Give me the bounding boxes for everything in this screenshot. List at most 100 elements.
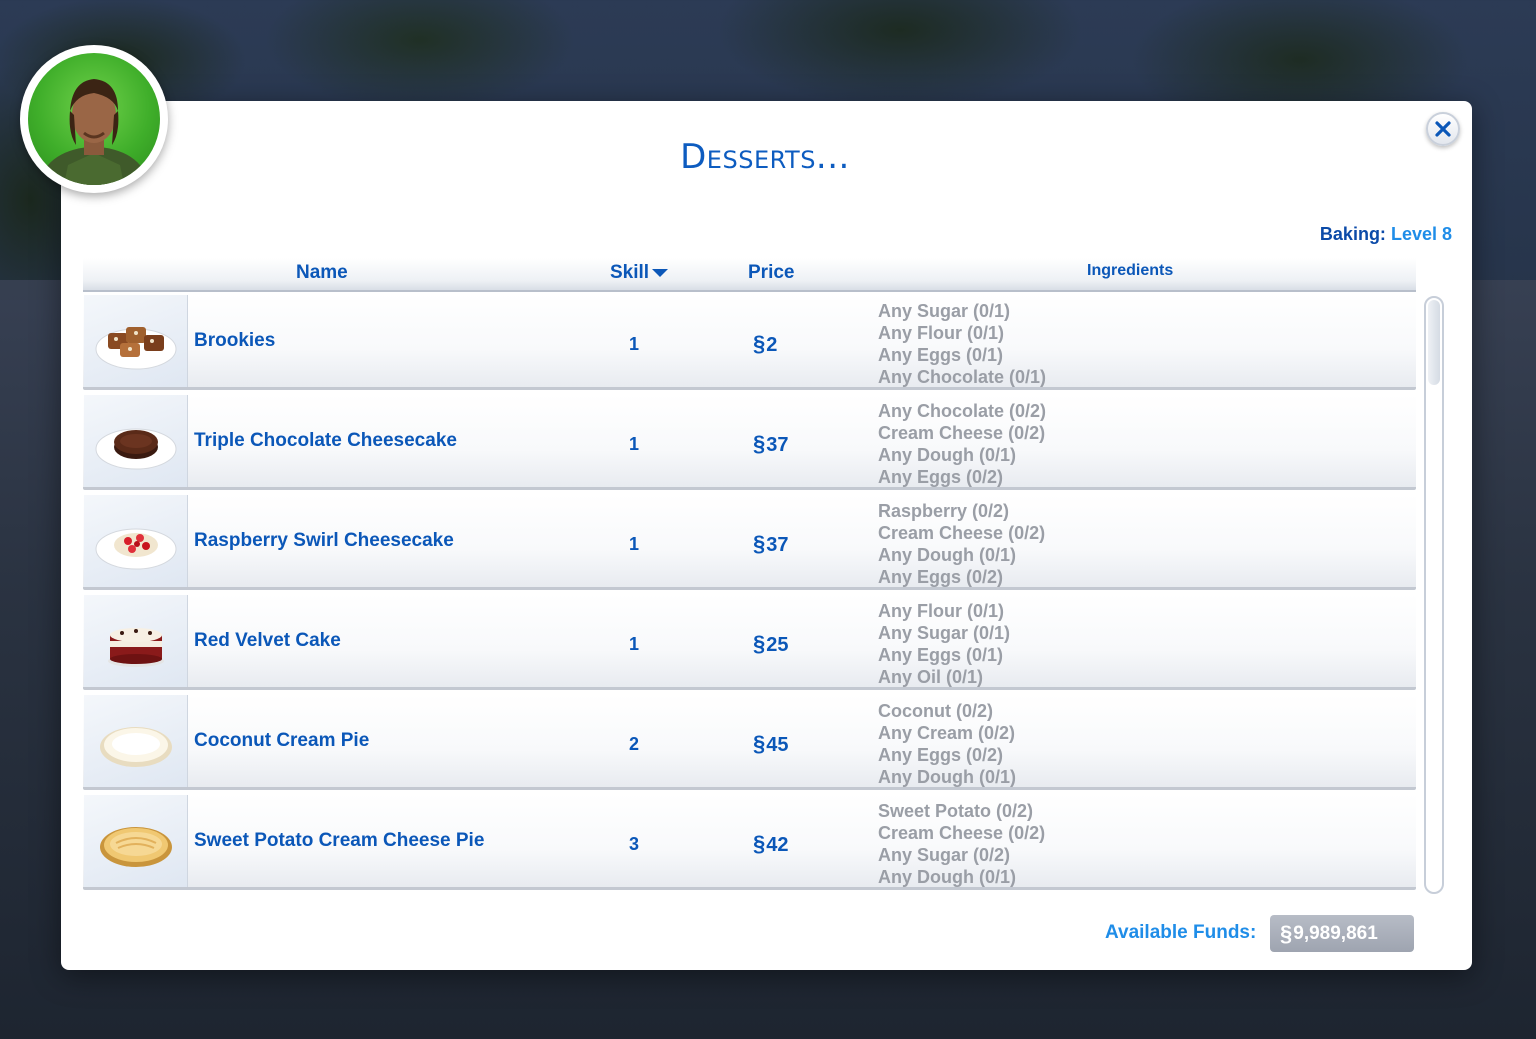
sweet-potato-pie-icon — [100, 827, 172, 867]
recipe-ingredients: Raspberry (0/2) Cream Cheese (0/2) Any D… — [878, 500, 1045, 588]
simoleon-icon: § — [753, 331, 766, 356]
ingredient: Any Cream (0/2) — [878, 723, 1016, 743]
ingredient: Cream Cheese (0/2) — [878, 523, 1046, 543]
recipe-list: Brookies 1 § 2 Any Sugar (0/1) Any Flour… — [83, 294, 1416, 894]
recipe-name: Sweet Potato Cream Cheese Pie — [194, 830, 485, 851]
recipe-skill: 1 — [628, 334, 639, 354]
ingredient: Any Dough (0/1) — [878, 767, 1016, 787]
column-header-skill-label: Skill — [610, 262, 650, 283]
recipe-price-value: 25 — [766, 634, 789, 656]
recipe-name: Triple Chocolate Cheesecake — [194, 430, 457, 451]
recipe-thumbnail — [84, 495, 188, 587]
ingredient: Any Sugar (0/1) — [878, 623, 1011, 643]
recipe-price: § 25 — [753, 631, 789, 657]
recipe-ingredients: Coconut (0/2) Any Cream (0/2) Any Eggs (… — [878, 700, 1016, 788]
skill-label: Baking: — [1319, 224, 1386, 244]
ingredient: Any Dough (0/1) — [878, 445, 1016, 465]
ingredient: Cream Cheese (0/2) — [878, 823, 1046, 843]
recipe-price-value: 37 — [766, 534, 789, 556]
simoleon-icon: § — [753, 531, 766, 556]
close-icon — [1435, 121, 1451, 137]
ingredient: Any Eggs (0/2) — [878, 745, 1004, 765]
recipe-row[interactable]: Coconut Cream Pie 2 § 45 Coconut (0/2) A… — [83, 694, 1416, 790]
recipe-thumbnail — [84, 595, 188, 687]
scrollbar[interactable] — [1424, 296, 1444, 894]
ingredient: Cream Cheese (0/2) — [878, 423, 1046, 443]
recipe-price: § 37 — [753, 431, 789, 457]
ingredient: Any Eggs (0/1) — [878, 645, 1004, 665]
brookies-icon — [95, 327, 177, 370]
column-header-name[interactable]: Name — [296, 262, 348, 283]
recipe-row[interactable]: Raspberry Swirl Cheesecake 1 § 37 Raspbe… — [83, 494, 1416, 590]
recipe-ingredients: Any Sugar (0/1) Any Flour (0/1) Any Eggs… — [878, 300, 1046, 388]
ingredient: Sweet Potato (0/2) — [878, 801, 1034, 821]
ingredient: Any Eggs (0/1) — [878, 345, 1004, 365]
recipe-skill: 1 — [628, 534, 639, 554]
coconut-pie-icon — [100, 727, 172, 767]
ingredient: Any Sugar (0/2) — [878, 845, 1011, 865]
ingredient: Any Oil (0/1) — [878, 667, 984, 687]
ingredient: Any Eggs (0/2) — [878, 467, 1004, 487]
table-header: Name Skill Price Ingredients — [83, 258, 1416, 292]
recipe-price-value: 2 — [766, 334, 778, 356]
recipe-price-value: 45 — [766, 734, 789, 756]
recipe-row[interactable]: Brookies 1 § 2 Any Sugar (0/1) Any Flour… — [83, 294, 1416, 390]
skill-value: Level 8 — [1390, 224, 1452, 244]
recipe-name: Raspberry Swirl Cheesecake — [194, 530, 454, 551]
ingredient: Coconut (0/2) — [878, 701, 993, 721]
recipe-ingredients: Any Flour (0/1) Any Sugar (0/1) Any Eggs… — [878, 600, 1010, 688]
ingredient: Any Dough (0/1) — [878, 867, 1016, 887]
recipe-skill: 3 — [628, 834, 639, 854]
simoleon-icon: § — [753, 831, 766, 856]
recipe-row[interactable]: Sweet Potato Cream Cheese Pie 3 § 42 Swe… — [83, 794, 1416, 890]
scrollbar-thumb[interactable] — [1428, 300, 1440, 385]
column-header-skill[interactable]: Skill — [610, 262, 669, 284]
ingredient: Any Chocolate (0/2) — [878, 401, 1047, 421]
baking-skill-level: Baking: Level 8 — [1320, 224, 1452, 245]
recipe-thumbnail — [84, 695, 188, 787]
dialog-title: Desserts... — [680, 137, 850, 177]
recipe-skill: 1 — [628, 434, 639, 454]
recipe-skill: 1 — [628, 634, 639, 654]
recipe-thumbnail — [84, 395, 188, 487]
simoleon-icon: § — [753, 631, 766, 656]
recipe-skill: 2 — [628, 734, 639, 754]
sort-down-icon — [652, 269, 669, 277]
recipe-price: § 45 — [753, 731, 789, 757]
sim-avatar[interactable] — [20, 45, 168, 193]
close-button[interactable] — [1426, 112, 1460, 146]
recipe-ingredients: Sweet Potato (0/2) Cream Cheese (0/2) An… — [878, 800, 1045, 888]
recipe-thumbnail — [84, 295, 188, 387]
recipe-price: § 42 — [753, 831, 789, 857]
recipe-price-value: 42 — [766, 834, 789, 856]
raspberry-cheesecake-icon — [95, 528, 177, 570]
sim-portrait — [28, 53, 160, 185]
funds-amount: 9,989,861 — [1293, 922, 1378, 944]
simoleon-icon: § — [753, 431, 766, 456]
ingredient: Any Flour (0/1) — [878, 601, 1005, 621]
ingredient: Any Dough (0/1) — [878, 545, 1016, 565]
recipe-ingredients: Any Chocolate (0/2) Cream Cheese (0/2) A… — [878, 400, 1046, 488]
recipe-name: Coconut Cream Pie — [194, 730, 370, 751]
chocolate-cheesecake-icon — [95, 428, 177, 470]
recipe-thumbnail — [84, 795, 188, 887]
simoleon-icon: § — [1280, 920, 1293, 946]
recipe-price-value: 37 — [766, 434, 789, 456]
recipe-name: Brookies — [194, 330, 276, 351]
column-header-price[interactable]: Price — [748, 262, 795, 283]
column-header-ingredients: Ingredients — [1087, 262, 1174, 279]
recipe-price: § 37 — [753, 531, 789, 557]
ingredient: Any Eggs (0/2) — [878, 567, 1004, 587]
red-velvet-cake-icon — [108, 628, 164, 667]
simoleon-icon: § — [753, 731, 766, 756]
recipe-row[interactable]: Red Velvet Cake 1 § 25 Any Flour (0/1) A… — [83, 594, 1416, 690]
available-funds-value: § 9,989,861 — [1270, 915, 1414, 952]
recipe-price: § 2 — [753, 331, 777, 357]
ingredient: Raspberry (0/2) — [878, 501, 1010, 521]
ingredient: Any Flour (0/1) — [878, 323, 1005, 343]
ingredient: Any Sugar (0/1) — [878, 301, 1011, 321]
available-funds-label: Available Funds: — [1105, 922, 1257, 943]
recipe-name: Red Velvet Cake — [194, 630, 341, 651]
ingredient: Any Chocolate (0/1) — [878, 367, 1047, 387]
recipe-row[interactable]: Triple Chocolate Cheesecake 1 § 37 Any C… — [83, 394, 1416, 490]
